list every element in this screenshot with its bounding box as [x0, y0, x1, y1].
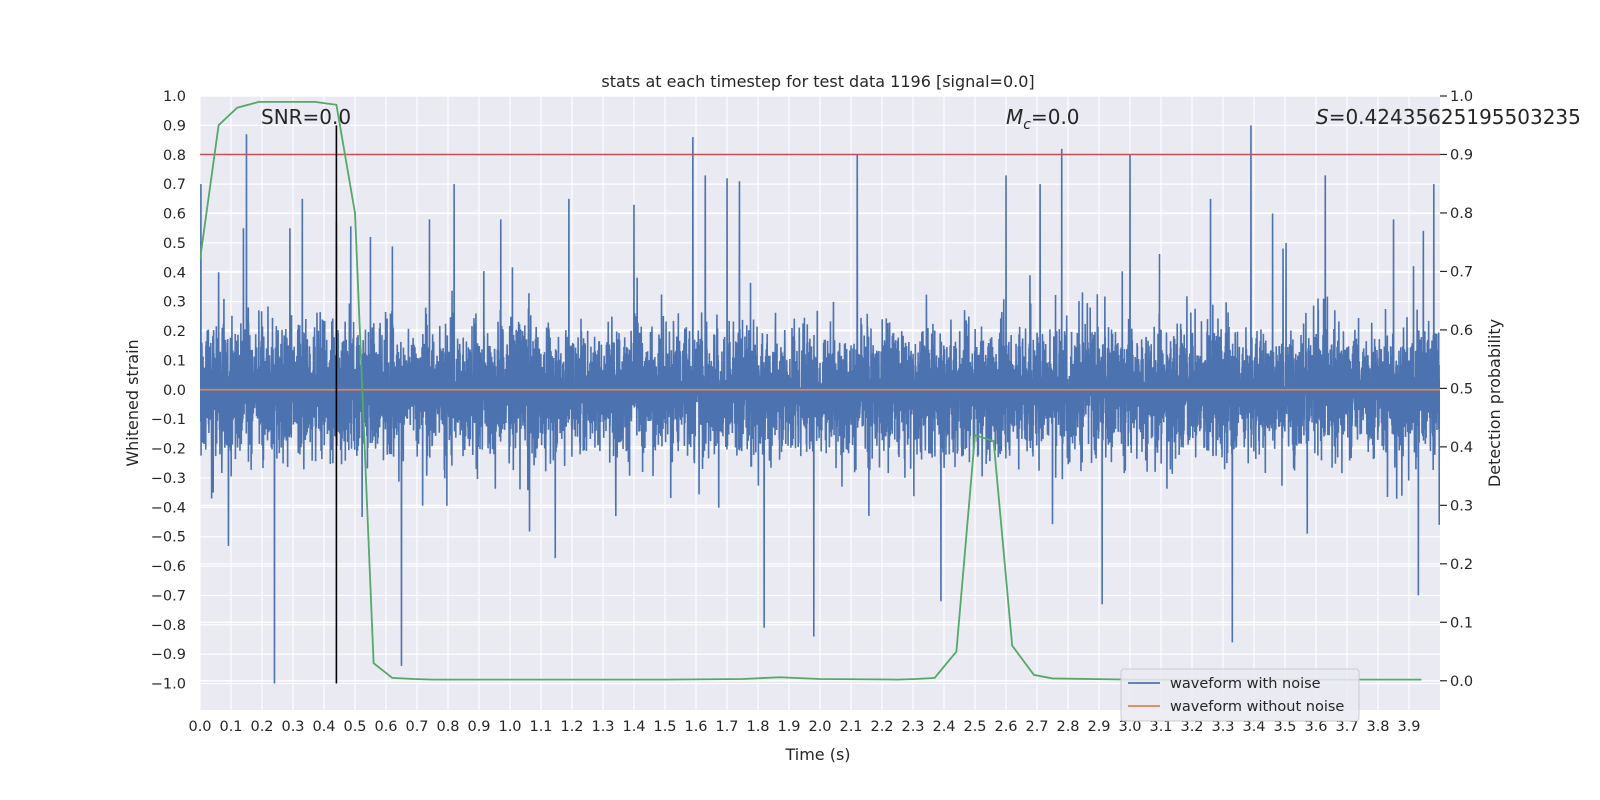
y2-tick-label: 0.9 — [1450, 147, 1473, 163]
legend-label-clean: waveform without noise — [1170, 699, 1344, 715]
x-tick-label: 1.2 — [560, 719, 583, 735]
y2-tick-label: 0.6 — [1450, 323, 1473, 339]
x-tick-label: 2.1 — [839, 719, 862, 735]
y-tick-label: −0.1 — [151, 412, 186, 428]
y-tick-label: 0.5 — [163, 236, 186, 252]
y-tick-label: 0.6 — [163, 207, 186, 223]
x-tick-label: 3.0 — [1118, 719, 1141, 735]
x-tick-label: 3.7 — [1335, 719, 1358, 735]
y-tick-label: −0.6 — [151, 559, 186, 575]
y2-tick-label: 0.5 — [1450, 381, 1473, 397]
y-tick-label: −0.9 — [151, 647, 186, 663]
x-tick-label: 2.0 — [808, 719, 831, 735]
x-axis-label: Time (s) — [784, 745, 850, 764]
x-tick-label: 2.6 — [994, 719, 1017, 735]
legend-box — [1120, 668, 1360, 722]
x-tick-label: 3.5 — [1273, 719, 1296, 735]
x-tick-label: 3.4 — [1242, 719, 1265, 735]
y-tick-label: −0.3 — [151, 471, 186, 487]
legend-label-noise: waveform with noise — [1170, 676, 1321, 692]
x-tick-label: 2.9 — [1087, 719, 1110, 735]
y-tick-label: 1.0 — [163, 89, 186, 105]
x-tick-label: 0.3 — [281, 719, 304, 735]
y-tick-label: 0.8 — [163, 148, 186, 164]
y-tick-label: −1.0 — [151, 677, 186, 693]
y-tick-label: 0.4 — [163, 265, 186, 281]
y-tick-label: −0.7 — [151, 588, 186, 604]
x-tick-label: 2.3 — [901, 719, 924, 735]
x-tick-label: 2.2 — [870, 719, 893, 735]
chart-title: stats at each timestep for test data 119… — [601, 72, 1034, 91]
y-tick-label: −0.4 — [151, 500, 186, 516]
y-tick-label: −0.2 — [151, 442, 186, 458]
x-tick-label: 2.4 — [932, 719, 955, 735]
x-tick-label: 1.9 — [777, 719, 800, 735]
x-tick-label: 1.1 — [529, 719, 552, 735]
y-tick-label: 0.2 — [163, 324, 186, 340]
y-tick-label: 0.0 — [163, 383, 186, 399]
y-tick-label: −0.5 — [151, 530, 186, 546]
y-axis-label: Whitened strain — [123, 339, 142, 466]
x-tick-label: 1.6 — [684, 719, 707, 735]
x-tick-label: 2.8 — [1056, 719, 1079, 735]
x-tick-label: 1.4 — [622, 719, 645, 735]
x-tick-label: 0.1 — [219, 719, 242, 735]
x-tick-label: 0.0 — [188, 719, 211, 735]
x-tick-label: 2.5 — [963, 719, 986, 735]
x-tick-label: 0.4 — [312, 719, 335, 735]
s-statistic-annotation: S=0.42435625195503235 — [1316, 105, 1581, 129]
y2-tick-labels: 1.0 0.9 0.8 0.7 0.6 0.5 0.4 0.3 0.2 0.1 0.0 — [1450, 89, 1473, 690]
waveform-with-noise-line — [200, 125, 1440, 684]
x-tick-label: 0.8 — [436, 719, 459, 735]
x-tick-label: 3.9 — [1397, 719, 1420, 735]
chirp-mass-annotation: Mc=0.0 — [1006, 105, 1080, 133]
y-tick-labels: 1.0 0.9 0.8 0.7 0.6 0.5 0.4 0.3 0.2 0.1 0.0 −0.1 −0.… — [151, 89, 186, 693]
x-tick-label: 1.0 — [498, 719, 521, 735]
x-tick-labels: 0.0 0.1 0.2 0.3 0.4 0.5 0.6 0.7 0.8 0.9 1.0 1.1 1.2 1… — [188, 719, 1420, 735]
legend: waveform with noise waveform without noi… — [1120, 668, 1360, 722]
y-tick-label: 0.7 — [163, 177, 186, 193]
y2-tick-label: 0.3 — [1450, 498, 1473, 514]
x-tick-label: 1.3 — [591, 719, 614, 735]
y2-tick-label: 0.4 — [1450, 440, 1473, 456]
x-tick-label: 0.7 — [405, 719, 428, 735]
y-tick-label: 0.9 — [163, 118, 186, 134]
y2-tick-label: 0.8 — [1450, 206, 1473, 222]
x-tick-label: 3.2 — [1180, 719, 1203, 735]
y2-tick-label: 0.0 — [1450, 674, 1473, 690]
x-tick-label: 3.3 — [1211, 719, 1234, 735]
y2-tick-label: 1.0 — [1450, 89, 1473, 105]
y-tick-label: 0.3 — [163, 295, 186, 311]
x-tick-label: 3.6 — [1304, 719, 1327, 735]
x-tick-label: 0.6 — [374, 719, 397, 735]
x-tick-label: 3.8 — [1366, 719, 1389, 735]
y-tick-label: 0.1 — [163, 353, 186, 369]
x-tick-label: 0.9 — [467, 719, 490, 735]
detection-probability-line — [200, 100, 1422, 681]
x-tick-label: 1.8 — [746, 719, 769, 735]
snr-annotation: SNR=0.0 — [261, 105, 351, 129]
y2-tick-label: 0.2 — [1450, 557, 1473, 573]
x-tick-label: 1.5 — [653, 719, 676, 735]
x-tick-label: 2.7 — [1025, 719, 1048, 735]
x-tick-label: 0.2 — [250, 719, 273, 735]
y2-tick-label: 0.1 — [1450, 615, 1473, 631]
y2-tick-label: 0.7 — [1450, 264, 1473, 280]
x-tick-label: 1.7 — [715, 719, 738, 735]
y2-axis-label: Detection probability — [1485, 319, 1504, 487]
x-tick-label: 3.1 — [1149, 719, 1172, 735]
y-tick-label: −0.8 — [151, 618, 186, 634]
x-tick-label: 0.5 — [343, 719, 366, 735]
